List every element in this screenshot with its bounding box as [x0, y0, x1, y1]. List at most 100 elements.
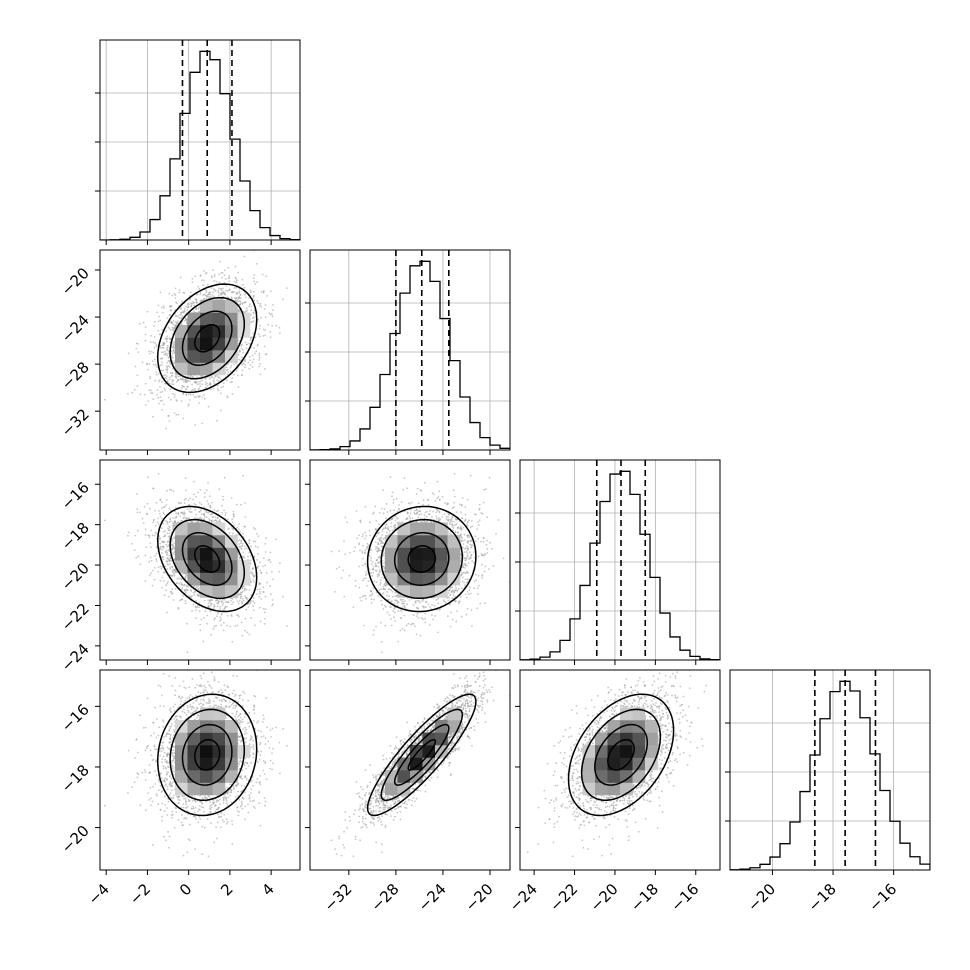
- sample-point: [217, 376, 220, 379]
- sample-point: [158, 510, 161, 512]
- sample-point: [203, 270, 205, 272]
- sample-point: [269, 330, 271, 333]
- sample-point: [191, 383, 193, 386]
- sample-point: [184, 477, 187, 480]
- sample-point: [228, 289, 231, 291]
- sample-point: [144, 333, 147, 336]
- sample-point: [248, 297, 251, 299]
- sample-point: [252, 277, 255, 279]
- sample-point: [146, 502, 149, 505]
- sample-point: [193, 493, 196, 496]
- sample-point: [155, 345, 158, 348]
- sample-point: [159, 391, 162, 394]
- sample-point: [239, 593, 242, 595]
- sample-point: [184, 317, 187, 319]
- density-cell: [225, 337, 238, 351]
- sample-point: [163, 513, 166, 515]
- sample-point: [198, 306, 201, 309]
- sample-point: [176, 577, 179, 580]
- panel-frame: [99, 249, 301, 451]
- sample-point: [162, 305, 165, 307]
- sample-point: [177, 413, 180, 416]
- sample-point: [232, 532, 234, 535]
- sample-point: [136, 385, 139, 387]
- sample-point: [236, 624, 239, 627]
- sample-point: [248, 589, 251, 591]
- sample-point: [172, 599, 175, 601]
- sample-point: [199, 293, 202, 296]
- sample-point: [188, 303, 191, 306]
- sample-point: [189, 507, 192, 510]
- sample-point: [254, 528, 257, 530]
- sample-point: [223, 281, 226, 284]
- sample-point: [220, 613, 223, 616]
- sample-point: [195, 301, 198, 304]
- sample-point: [185, 388, 187, 390]
- sample-point: [206, 384, 209, 387]
- sample-point: [173, 574, 176, 577]
- sample-point: [149, 507, 151, 510]
- sample-point: [186, 508, 189, 511]
- sample-point: [195, 396, 197, 398]
- sample-point: [229, 381, 232, 384]
- sample-point: [161, 566, 164, 568]
- sample-point: [213, 295, 216, 298]
- sample-point: [199, 380, 202, 383]
- sample-point: [159, 512, 161, 515]
- sample-point: [245, 296, 247, 299]
- sample-point: [241, 369, 244, 372]
- sample-point: [203, 397, 206, 400]
- sample-point: [220, 287, 223, 290]
- sample-point: [181, 300, 184, 303]
- histogram-panel-p1: [95, 39, 301, 245]
- sample-point: [160, 369, 163, 372]
- sample-point: [167, 529, 170, 532]
- sample-point: [236, 503, 238, 506]
- sample-point: [238, 539, 241, 541]
- sample-point: [158, 538, 161, 541]
- sample-point: [159, 386, 161, 388]
- sample-point: [243, 548, 246, 550]
- sample-point: [143, 505, 146, 508]
- sample-point: [161, 586, 164, 589]
- sample-point: [180, 582, 182, 584]
- sample-point: [248, 305, 251, 308]
- sample-point: [183, 512, 186, 515]
- sample-point: [183, 319, 186, 322]
- sample-point: [257, 553, 260, 555]
- sample-point: [174, 297, 177, 299]
- sample-point: [192, 393, 195, 396]
- sample-point: [241, 303, 244, 305]
- sample-point: [170, 398, 172, 401]
- sample-point: [254, 336, 257, 339]
- sample-point: [257, 333, 260, 336]
- sample-point: [243, 359, 246, 362]
- sample-point: [228, 527, 231, 530]
- sample-point: [279, 562, 281, 565]
- sample-point: [220, 378, 222, 381]
- sample-point: [209, 604, 212, 607]
- sample-point: [239, 546, 241, 548]
- sample-point: [265, 275, 267, 278]
- sample-point: [209, 293, 211, 296]
- sample-point: [270, 290, 272, 293]
- sample-point: [135, 556, 138, 559]
- sample-point: [259, 606, 261, 609]
- sample-point: [241, 356, 243, 359]
- sample-point: [248, 542, 251, 545]
- sample-point: [219, 260, 221, 263]
- sample-point: [198, 606, 201, 608]
- sample-point: [171, 322, 173, 325]
- sample-point: [258, 359, 260, 361]
- sample-point: [158, 315, 161, 318]
- sample-point: [208, 383, 211, 386]
- sample-point: [233, 287, 236, 289]
- sample-point: [254, 283, 257, 285]
- sample-point: [149, 542, 152, 545]
- sample-point: [213, 377, 215, 380]
- sample-point: [236, 279, 238, 282]
- sample-point: [223, 293, 226, 296]
- sample-point: [205, 289, 208, 292]
- sample-point: [175, 582, 178, 585]
- sample-point: [234, 625, 237, 627]
